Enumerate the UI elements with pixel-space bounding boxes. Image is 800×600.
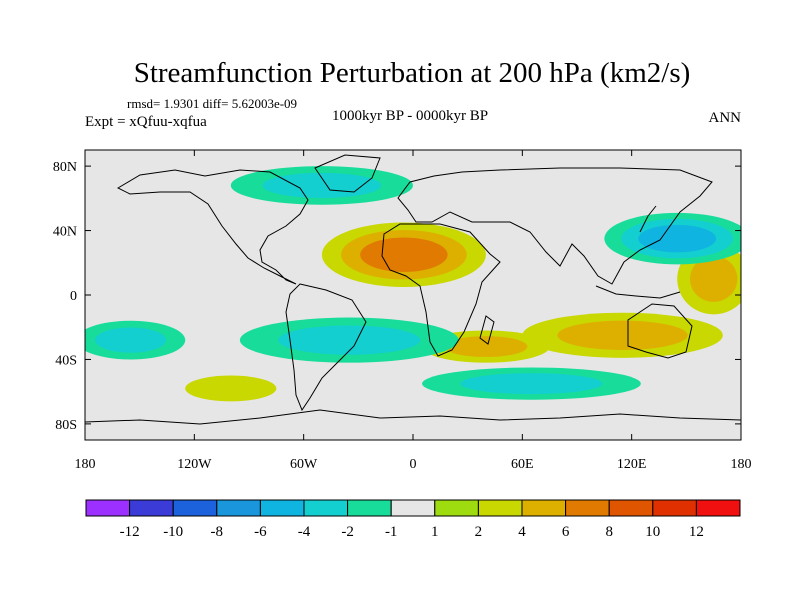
map-plot bbox=[84, 149, 742, 441]
colorbar-swatch bbox=[259, 499, 305, 517]
anomaly-contour bbox=[557, 320, 688, 350]
coastline-eurasia bbox=[397, 167, 713, 285]
y-tick-label: 40S bbox=[55, 353, 77, 368]
anomaly-contour bbox=[360, 237, 448, 272]
x-tick-label: 120W bbox=[177, 457, 212, 472]
anomaly-contour bbox=[95, 327, 167, 353]
colorbar-label: -12 bbox=[120, 524, 140, 540]
colorbar-swatch bbox=[434, 499, 479, 517]
colorbar-label: 12 bbox=[689, 524, 704, 540]
colorbar-label: -2 bbox=[341, 524, 354, 540]
coastline-indonesia bbox=[595, 285, 681, 299]
map-background bbox=[85, 150, 741, 440]
colorbar-swatch bbox=[695, 499, 741, 517]
coastline-greenland bbox=[314, 154, 381, 193]
coastline-madagascar bbox=[479, 315, 495, 345]
colorbar-swatch bbox=[477, 499, 523, 517]
colorbar-swatch bbox=[216, 499, 261, 517]
anomaly-contour bbox=[278, 325, 421, 355]
y-tick-label: 80S bbox=[55, 418, 77, 433]
coastline-japan bbox=[639, 205, 657, 233]
colorbar-swatch bbox=[303, 499, 349, 517]
colorbar-label: -8 bbox=[211, 524, 224, 540]
colorbar: -12 -10 -8 -6 -4 -2 -1 1 2 4 6 8 10 12 bbox=[85, 499, 741, 540]
colorbar-swatch bbox=[521, 499, 567, 517]
season-label: ANN bbox=[709, 110, 742, 126]
colorbar-label: -6 bbox=[254, 524, 267, 540]
colorbar-label: 6 bbox=[562, 524, 570, 540]
colorbar-label: 1 bbox=[431, 524, 439, 540]
x-tick-label: 0 bbox=[410, 457, 417, 472]
colorbar-label: 4 bbox=[518, 524, 526, 540]
chart-title: Streamfunction Perturbation at 200 hPa (… bbox=[134, 57, 691, 89]
x-tick-label: 60W bbox=[290, 457, 318, 472]
anomaly-contour bbox=[638, 224, 717, 253]
anomaly-contour bbox=[689, 255, 738, 302]
stats-label: rmsd= 1.9301 diff= 5.62003e-09 bbox=[127, 96, 297, 111]
experiment-label: Expt = xQfuu-xqfua bbox=[85, 114, 207, 130]
coastlines bbox=[85, 154, 741, 425]
coastline-south-america bbox=[285, 283, 367, 412]
colorbar-swatch bbox=[608, 499, 654, 517]
coastline-north-america bbox=[116, 169, 309, 285]
anomaly-contour bbox=[460, 373, 603, 395]
colorbar-swatch bbox=[129, 499, 174, 517]
x-tick-label: 180 bbox=[75, 457, 96, 472]
colorbar-label: 10 bbox=[645, 524, 660, 540]
anomaly-contour bbox=[262, 172, 382, 199]
coastline-antarctica bbox=[85, 409, 741, 425]
colorbar-swatch bbox=[85, 499, 131, 517]
anomaly-contour bbox=[444, 336, 528, 358]
colorbar-label: -1 bbox=[385, 524, 398, 540]
colorbar-label: -10 bbox=[163, 524, 183, 540]
colorbar-label: -4 bbox=[298, 524, 311, 540]
colorbar-swatch bbox=[347, 499, 392, 517]
y-tick-label: 0 bbox=[70, 289, 77, 304]
anomaly-contour bbox=[185, 375, 277, 402]
y-tick-label: 80N bbox=[53, 160, 77, 175]
x-tick-label: 60E bbox=[511, 457, 534, 472]
colorbar-label: 2 bbox=[475, 524, 483, 540]
period-label: 1000kyr BP - 0000kyr BP bbox=[332, 108, 488, 124]
axis-ticks: 180 120W 60W 0 60E 120E 180 80N 40N 0 40S 80S bbox=[53, 150, 752, 472]
coastline-australia bbox=[627, 303, 693, 359]
y-tick-label: 40N bbox=[53, 225, 77, 240]
coastline-africa bbox=[381, 223, 501, 357]
colorbar-swatch bbox=[565, 499, 610, 517]
x-tick-label: 180 bbox=[731, 457, 752, 472]
colorbar-label: 8 bbox=[605, 524, 613, 540]
x-tick-label: 120E bbox=[617, 457, 647, 472]
colorbar-swatch bbox=[652, 499, 697, 517]
anomaly-fields bbox=[85, 166, 741, 402]
colorbar-swatch bbox=[172, 499, 218, 517]
colorbar-swatch bbox=[390, 499, 436, 517]
